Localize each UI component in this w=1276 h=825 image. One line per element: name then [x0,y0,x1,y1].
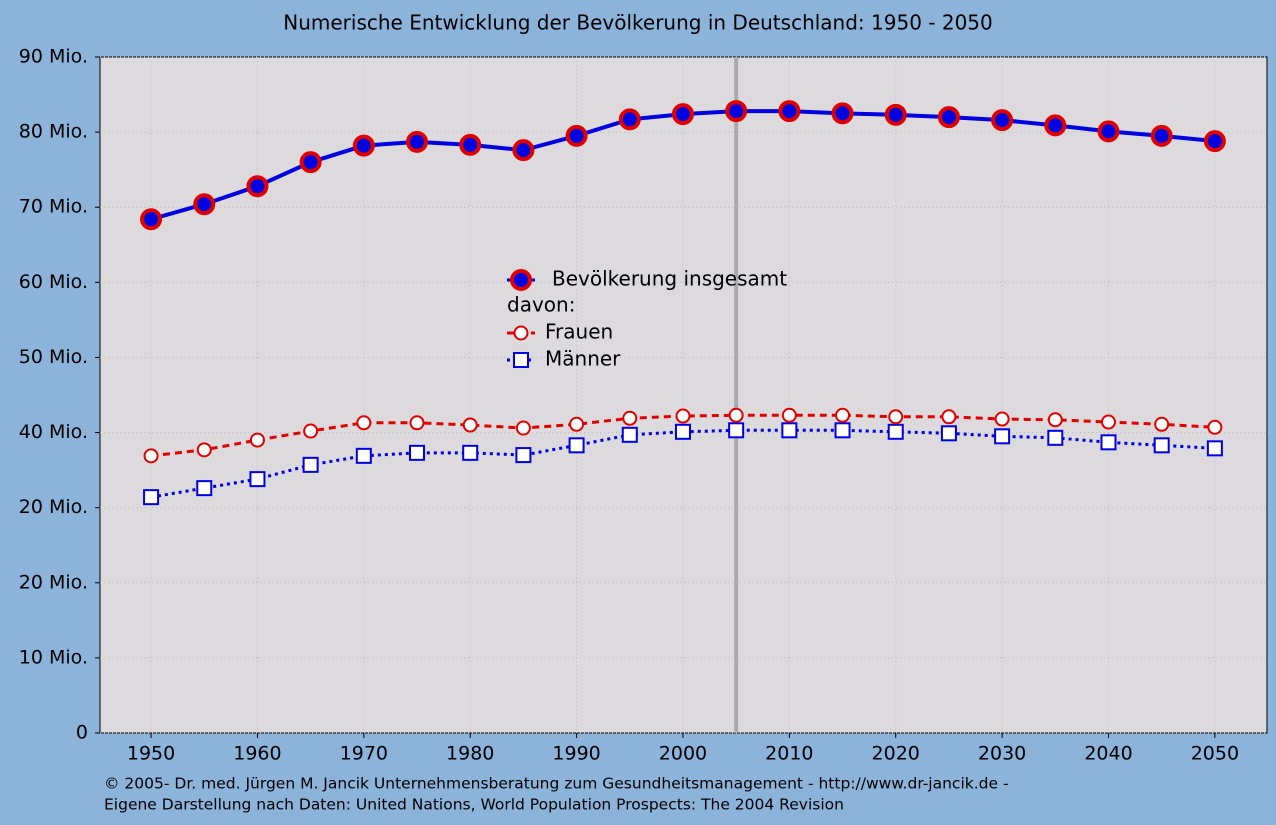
marker [569,416,585,432]
legend-marker [513,325,529,341]
marker [512,139,535,162]
marker [728,422,745,439]
marker [834,422,851,439]
marker [1150,124,1173,147]
marker [884,103,907,126]
marker [1203,130,1226,153]
marker [352,134,375,157]
x-tick-label: 1960 [233,743,281,765]
marker [1044,114,1067,137]
legend-marker [513,352,529,368]
marker [515,420,531,436]
x-tick-label: 1980 [446,743,494,765]
marker [565,124,588,147]
marker [409,444,426,461]
y-tick-label: 70 Mio. [19,196,88,218]
marker [1047,412,1063,428]
marker [515,447,532,464]
marker [728,407,744,423]
y-tick-label: 20 Mio. [19,571,88,593]
legend-label: Frauen [545,320,613,344]
marker [1100,434,1117,451]
marker [941,409,957,425]
y-tick-label: 40 Mio. [19,421,88,443]
x-tick-label: 2050 [1191,743,1239,765]
marker [462,444,479,461]
marker [299,151,322,174]
marker [193,193,216,216]
legend-label: Bevölkerung insgesamt [552,267,787,291]
y-tick-label: 20 Mio. [19,496,88,518]
series-line [150,413,1215,458]
legend-marker [510,269,532,291]
x-tick-label: 1990 [552,743,600,765]
y-tick-label: 0 [76,722,88,744]
marker [994,428,1011,445]
x-tick-label: 2010 [765,743,813,765]
marker [725,100,748,123]
y-tick-label: 90 Mio. [19,46,88,68]
marker [671,103,694,126]
y-tick-label: 60 Mio. [19,271,88,293]
marker [302,456,319,473]
x-tick-label: 1970 [340,743,388,765]
marker [675,408,691,424]
marker [409,415,425,431]
marker [994,411,1010,427]
marker [462,417,478,433]
marker [622,410,638,426]
marker [249,432,265,448]
marker [459,133,482,156]
marker [674,423,691,440]
marker [406,130,429,153]
x-tick-label: 1950 [127,743,175,765]
marker [1153,437,1170,454]
marker [303,423,319,439]
marker [781,422,798,439]
marker [781,407,797,423]
marker [1206,440,1223,457]
x-tick-label: 2040 [1084,743,1132,765]
marker [991,109,1014,132]
y-tick-label: 80 Mio. [19,121,88,143]
marker [1100,414,1116,430]
marker [778,100,801,123]
marker [1097,120,1120,143]
marker [568,437,585,454]
marker [940,425,957,442]
marker [1047,429,1064,446]
legend-subtitle: davon: [507,293,575,317]
marker [888,409,904,425]
marker [1154,416,1170,432]
marker [831,102,854,125]
marker [143,489,160,506]
marker [835,407,851,423]
marker [937,106,960,129]
marker [618,108,641,131]
marker [196,480,213,497]
y-tick-label: 10 Mio. [19,646,88,668]
x-tick-label: 2000 [659,743,707,765]
legend-label: Männer [545,347,621,371]
marker [196,442,212,458]
plot-area [99,56,1268,734]
y-tick-label: 50 Mio. [19,346,88,368]
marker [140,208,163,231]
marker [246,175,269,198]
x-tick-label: 2020 [872,743,920,765]
marker [356,415,372,431]
marker [887,423,904,440]
chart-title: Numerische Entwicklung der Bevölkerung i… [283,11,993,35]
marker [1207,419,1223,435]
marker [621,426,638,443]
x-tick-label: 2030 [978,743,1026,765]
marker [355,447,372,464]
footnote: Eigene Darstellung nach Daten: United Na… [104,796,844,814]
marker [143,448,159,464]
marker [249,471,266,488]
footnote: © 2005- Dr. med. Jürgen M. Jancik Untern… [104,775,1009,793]
